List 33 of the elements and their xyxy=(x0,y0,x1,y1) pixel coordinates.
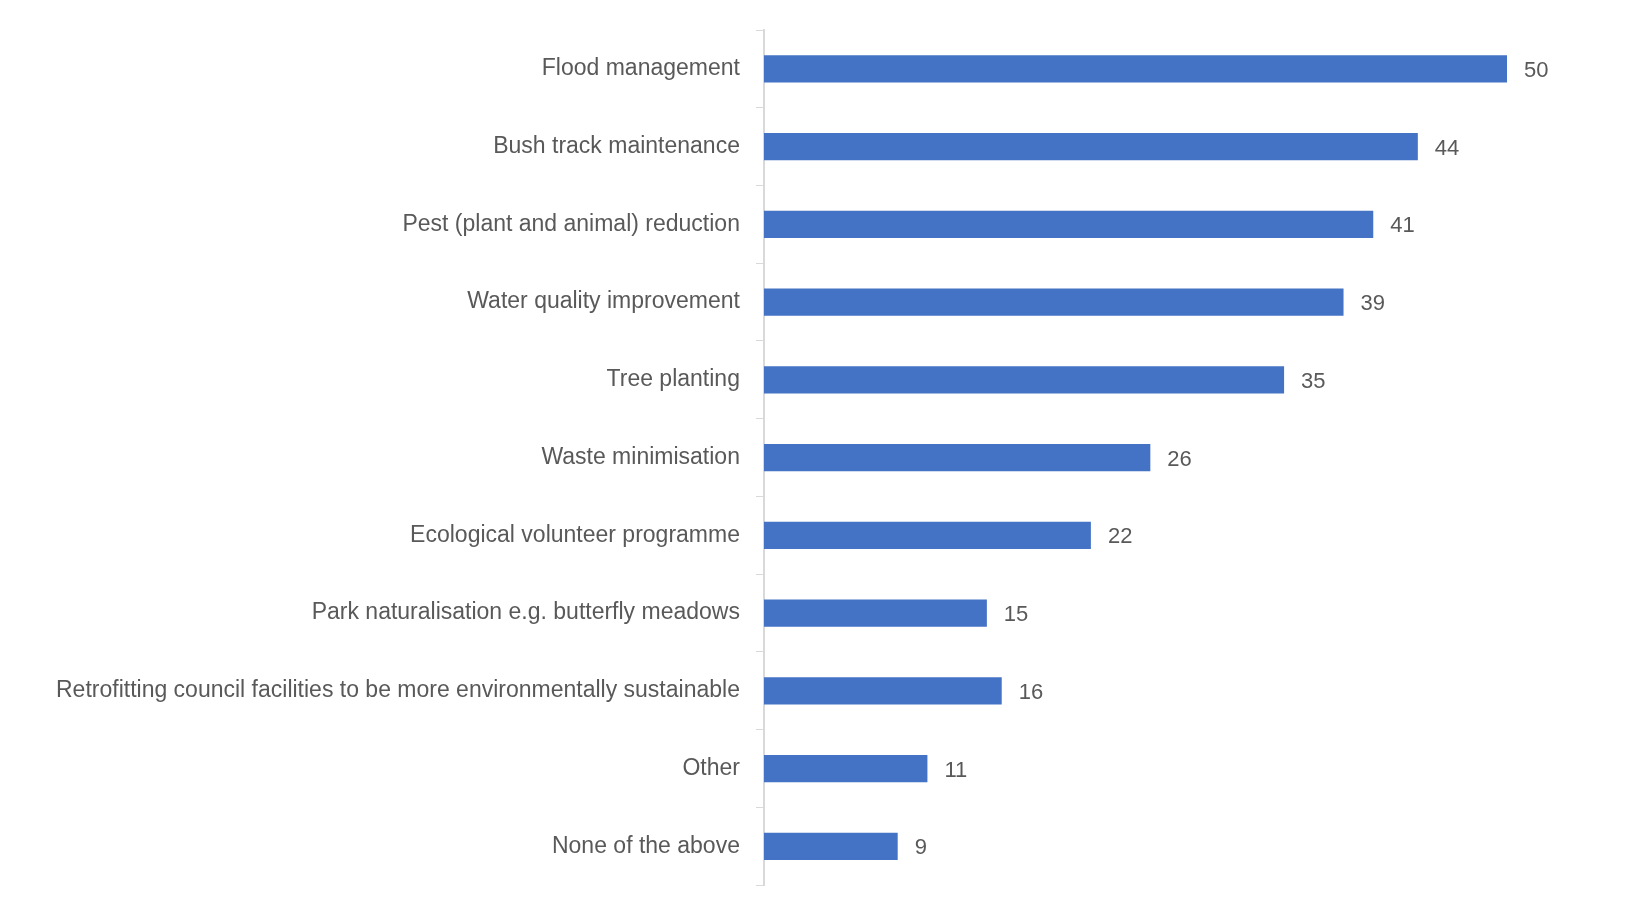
bar xyxy=(763,677,1002,705)
data-label: 44 xyxy=(1434,134,1460,160)
bar xyxy=(763,832,898,860)
bar xyxy=(763,366,1285,394)
y-tick-label: Other xyxy=(682,753,741,780)
data-label: 39 xyxy=(1360,290,1386,316)
bar xyxy=(763,754,928,783)
y-tick-label: Flood management xyxy=(541,54,741,81)
data-label: 50 xyxy=(1524,56,1549,82)
bar xyxy=(763,133,1418,161)
bar xyxy=(763,599,987,627)
data-label: 26 xyxy=(1167,445,1192,471)
bar xyxy=(763,444,1151,472)
bar xyxy=(763,210,1374,238)
data-label: 35 xyxy=(1301,367,1326,393)
data-label: 16 xyxy=(1018,678,1044,704)
data-label: 41 xyxy=(1390,212,1415,238)
y-tick-label: None of the above xyxy=(551,831,740,858)
bar xyxy=(763,521,1091,549)
y-tick-label: Ecological volunteer programme xyxy=(410,520,740,547)
y-tick-label: Water quality improvement xyxy=(467,287,741,314)
data-label: 11 xyxy=(944,756,968,782)
data-label: 9 xyxy=(914,834,927,860)
y-tick-label: Retrofitting council facilities to be more environmentally sustainable xyxy=(55,676,740,703)
y-tick-label: Waste minimisation xyxy=(541,442,740,469)
y-tick-label: Pest (plant and animal) reduction xyxy=(402,209,740,236)
bar xyxy=(763,288,1344,316)
y-tick-label: Park naturalisation e.g. butterfly meadows xyxy=(311,598,740,625)
bar xyxy=(763,55,1507,83)
y-tick-label: Bush track maintenance xyxy=(493,131,740,158)
y-tick-label: Tree planting xyxy=(606,365,740,392)
data-label: 15 xyxy=(1003,601,1029,627)
data-label: 22 xyxy=(1107,523,1133,549)
